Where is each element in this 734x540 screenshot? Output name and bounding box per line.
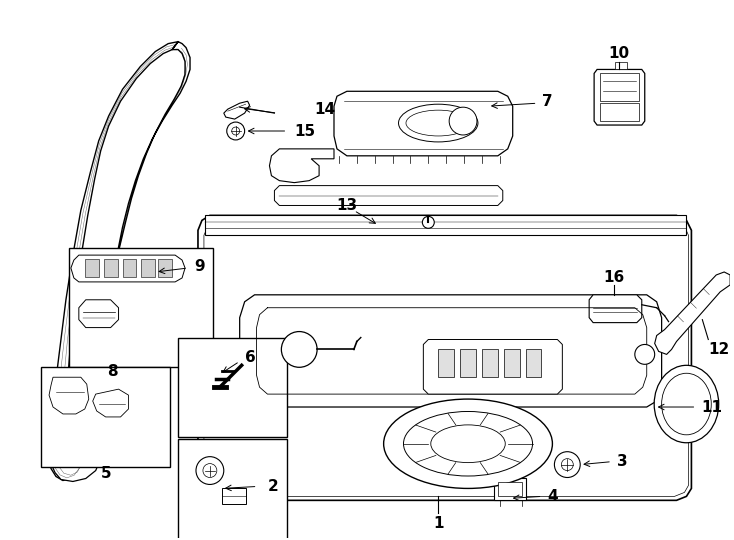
Ellipse shape — [654, 366, 719, 443]
Circle shape — [281, 332, 317, 367]
Circle shape — [635, 345, 655, 364]
Bar — [222, 488, 246, 504]
Polygon shape — [600, 103, 639, 121]
Polygon shape — [71, 255, 185, 282]
Polygon shape — [240, 295, 661, 407]
Text: 2: 2 — [267, 479, 278, 494]
Ellipse shape — [399, 104, 478, 142]
Ellipse shape — [661, 373, 711, 435]
Text: 15: 15 — [294, 124, 316, 138]
Polygon shape — [79, 300, 119, 328]
Bar — [178, 338, 287, 437]
Text: 7: 7 — [542, 94, 553, 109]
Bar — [494, 478, 526, 501]
Text: 3: 3 — [617, 454, 628, 469]
Text: 14: 14 — [314, 102, 335, 117]
Polygon shape — [49, 377, 89, 414]
Text: 16: 16 — [603, 271, 625, 286]
Text: 8: 8 — [107, 364, 118, 379]
Bar — [159, 259, 172, 277]
Text: 9: 9 — [194, 259, 205, 274]
Polygon shape — [92, 389, 128, 417]
Text: 6: 6 — [244, 350, 255, 365]
Bar — [103, 259, 117, 277]
Polygon shape — [589, 295, 642, 322]
Circle shape — [422, 217, 435, 228]
Polygon shape — [600, 73, 639, 101]
Polygon shape — [334, 91, 513, 156]
Circle shape — [449, 107, 477, 135]
Polygon shape — [205, 215, 686, 235]
Polygon shape — [615, 62, 627, 70]
Text: 1: 1 — [433, 516, 443, 531]
Polygon shape — [49, 42, 190, 481]
Bar — [123, 259, 137, 277]
Bar — [69, 248, 213, 367]
Bar — [41, 367, 170, 467]
Circle shape — [554, 451, 580, 477]
Ellipse shape — [431, 425, 505, 463]
Text: 4: 4 — [548, 489, 558, 504]
Polygon shape — [224, 101, 250, 119]
Bar — [178, 439, 287, 540]
Bar — [142, 259, 156, 277]
Text: 5: 5 — [101, 466, 111, 481]
Polygon shape — [198, 215, 691, 501]
Polygon shape — [655, 272, 730, 354]
Circle shape — [196, 457, 224, 484]
Circle shape — [203, 464, 217, 477]
Text: 10: 10 — [608, 46, 630, 61]
Bar — [482, 349, 498, 377]
Bar — [526, 349, 542, 377]
Text: 12: 12 — [708, 342, 730, 357]
Text: 11: 11 — [702, 400, 722, 415]
Bar — [498, 482, 522, 496]
Polygon shape — [275, 186, 503, 205]
Circle shape — [232, 127, 240, 135]
Ellipse shape — [384, 399, 553, 488]
Bar — [460, 349, 476, 377]
Bar — [438, 349, 454, 377]
Circle shape — [562, 458, 573, 470]
Polygon shape — [269, 149, 334, 183]
Text: 13: 13 — [336, 198, 357, 213]
Polygon shape — [594, 70, 644, 125]
Circle shape — [227, 122, 244, 140]
Polygon shape — [51, 424, 101, 482]
Bar — [85, 259, 98, 277]
Ellipse shape — [404, 411, 533, 476]
Polygon shape — [424, 340, 562, 394]
Bar — [504, 349, 520, 377]
Ellipse shape — [406, 110, 470, 136]
